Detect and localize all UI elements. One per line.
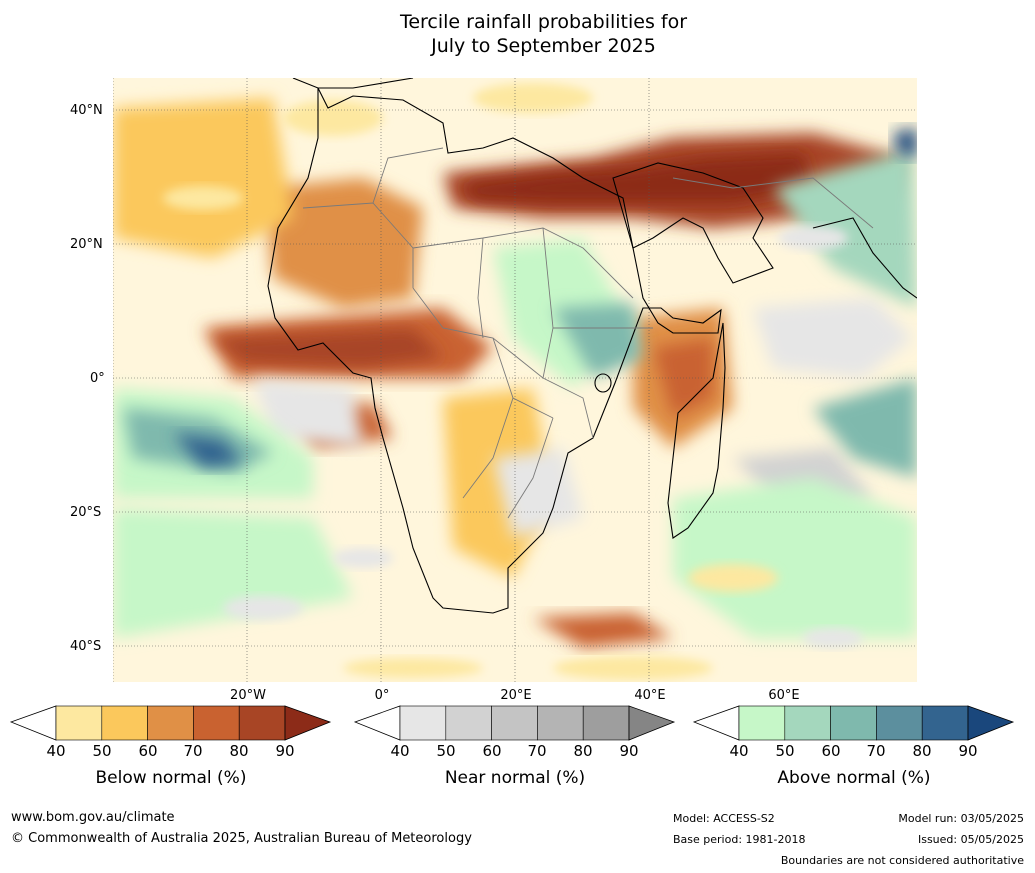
base-period: Base period: 1981-2018 <box>673 833 806 846</box>
near-tick: 90 <box>619 742 639 760</box>
lon-label-0: 0° <box>374 688 390 703</box>
website-link[interactable]: www.bom.gov.au/climate <box>11 810 175 825</box>
arabia-coastline <box>612 162 774 284</box>
above-normal-region <box>553 303 643 378</box>
below-normal-region <box>163 186 243 210</box>
colorbar-swatch <box>193 705 240 741</box>
below-normal-title: Below normal (%) <box>95 768 247 788</box>
below-normal-region <box>688 564 778 592</box>
colorbar-swatch <box>738 705 786 741</box>
near-normal-region <box>253 378 363 448</box>
colorbar-high-extension <box>967 705 1015 741</box>
colorbar-high-extension <box>628 705 676 741</box>
below-tick: 90 <box>275 742 295 760</box>
colorbar-swatch <box>830 705 877 741</box>
above-tick: 90 <box>958 742 978 760</box>
above-tick: 80 <box>912 742 932 760</box>
colorbar-low-extension <box>354 705 401 741</box>
colorbar-swatch <box>921 705 969 741</box>
near-normal-region <box>493 448 583 538</box>
below-normal-region <box>113 98 293 258</box>
above-normal-region <box>173 433 243 468</box>
above-tick: 60 <box>821 742 841 760</box>
below-normal-region <box>533 613 673 648</box>
colorbar-swatch <box>876 705 923 741</box>
lon-label-20w: 20°W <box>230 688 266 703</box>
title-line-1: Tercile rainfall probabilities for <box>399 11 688 33</box>
below-normal-region <box>343 658 483 678</box>
model-name: Model: ACCESS-S2 <box>673 812 775 825</box>
above-tick: 50 <box>775 742 795 760</box>
boundaries-disclaimer: Boundaries are not considered authoritat… <box>780 854 1024 867</box>
lat-label-40s: 40°S <box>70 639 102 654</box>
near-tick: 80 <box>573 742 593 760</box>
near-normal-region <box>778 226 848 250</box>
lat-lon-gridlines <box>113 78 917 682</box>
above-normal-region <box>773 148 917 308</box>
lon-label-60e: 60°E <box>768 688 800 703</box>
colorbar-swatch <box>55 705 103 741</box>
above-tick: 40 <box>729 742 749 760</box>
below-normal-region <box>283 100 383 136</box>
below-tick: 70 <box>183 742 203 760</box>
below-normal-region <box>263 178 423 308</box>
near-normal-region <box>803 628 863 648</box>
copyright-text: © Commonwealth of Australia 2025, Austra… <box>11 831 472 846</box>
colorbar-low-extension <box>693 705 740 741</box>
below-tick: 50 <box>92 742 112 760</box>
above-normal-region <box>673 478 917 638</box>
below-normal-region <box>463 153 813 203</box>
above-normal-region <box>893 128 917 158</box>
probability-map <box>113 78 917 682</box>
europe-coastline <box>292 78 414 89</box>
colorbar-swatch <box>784 705 831 741</box>
near-tick: 40 <box>390 742 410 760</box>
colorbar-swatch <box>491 705 538 741</box>
india-coastline <box>812 217 917 299</box>
issued-date: Issued: 05/05/2025 <box>917 833 1024 846</box>
lat-label-equator: 0° <box>90 371 105 386</box>
below-normal-region <box>473 83 593 113</box>
below-tick: 60 <box>138 742 158 760</box>
colorbar-swatch <box>399 705 447 741</box>
colorbar-swatch <box>101 705 148 741</box>
country-borders <box>302 147 874 519</box>
colorbar-swatch <box>445 705 492 741</box>
lat-label-20s: 20°S <box>70 505 102 520</box>
map-title: Tercile rainfall probabilities for July … <box>0 10 1035 58</box>
near-tick: 50 <box>436 742 456 760</box>
map-canvas <box>113 78 917 682</box>
near-normal-title: Near normal (%) <box>444 768 586 788</box>
lat-label-40n: 40°N <box>70 103 103 118</box>
lon-label-40e: 40°E <box>634 688 666 703</box>
lon-label-20e: 20°E <box>500 688 532 703</box>
lat-label-20n: 20°N <box>70 237 103 252</box>
near-normal-region <box>333 548 393 568</box>
above-normal-colorbar <box>693 705 1015 741</box>
near-normal-region <box>223 596 303 620</box>
model-run-date: Model run: 03/05/2025 <box>898 812 1024 825</box>
above-normal-title: Above normal (%) <box>777 768 931 788</box>
near-tick: 70 <box>527 742 547 760</box>
lake-victoria <box>594 373 612 393</box>
colorbar-swatch <box>537 705 584 741</box>
title-line-2: July to September 2025 <box>431 35 656 57</box>
below-tick: 40 <box>46 742 66 760</box>
colorbar-swatch <box>238 705 286 741</box>
madagascar-coastline <box>667 322 726 539</box>
near-normal-colorbar <box>354 705 676 741</box>
below-normal-colorbar <box>10 705 332 741</box>
colorbar-swatch <box>147 705 194 741</box>
near-tick: 60 <box>482 742 502 760</box>
above-normal-region <box>813 378 917 478</box>
colorbar-high-extension <box>284 705 332 741</box>
near-normal-region <box>753 298 913 378</box>
below-normal-region <box>553 656 713 680</box>
colorbar-low-extension <box>10 705 57 741</box>
above-tick: 70 <box>866 742 886 760</box>
colorbar-swatch <box>582 705 630 741</box>
below-tick: 80 <box>229 742 249 760</box>
